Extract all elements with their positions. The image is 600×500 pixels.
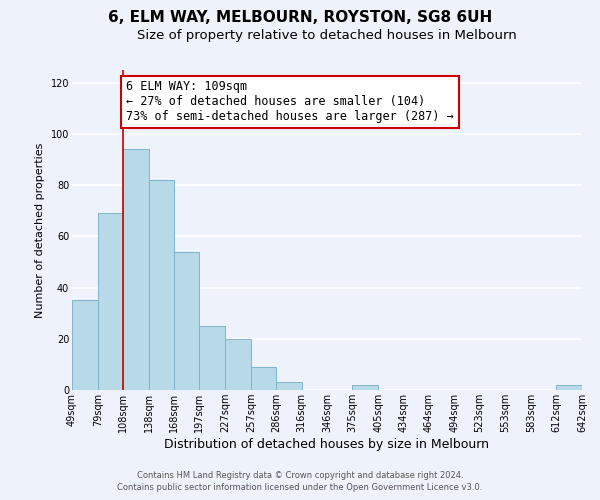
Bar xyxy=(225,339,251,390)
Text: 6, ELM WAY, MELBOURN, ROYSTON, SG8 6UH: 6, ELM WAY, MELBOURN, ROYSTON, SG8 6UH xyxy=(108,10,492,25)
Bar xyxy=(123,150,149,390)
Bar xyxy=(276,382,302,390)
Bar xyxy=(199,326,225,390)
Bar xyxy=(72,300,98,390)
Bar xyxy=(175,252,199,390)
X-axis label: Distribution of detached houses by size in Melbourn: Distribution of detached houses by size … xyxy=(164,438,490,451)
Title: Size of property relative to detached houses in Melbourn: Size of property relative to detached ho… xyxy=(137,30,517,43)
Bar xyxy=(251,367,276,390)
Bar xyxy=(352,385,378,390)
Bar xyxy=(98,214,123,390)
Y-axis label: Number of detached properties: Number of detached properties xyxy=(35,142,45,318)
Text: Contains HM Land Registry data © Crown copyright and database right 2024.
Contai: Contains HM Land Registry data © Crown c… xyxy=(118,471,482,492)
Text: 6 ELM WAY: 109sqm
← 27% of detached houses are smaller (104)
73% of semi-detache: 6 ELM WAY: 109sqm ← 27% of detached hous… xyxy=(126,80,454,123)
Bar xyxy=(149,180,175,390)
Bar xyxy=(556,385,582,390)
